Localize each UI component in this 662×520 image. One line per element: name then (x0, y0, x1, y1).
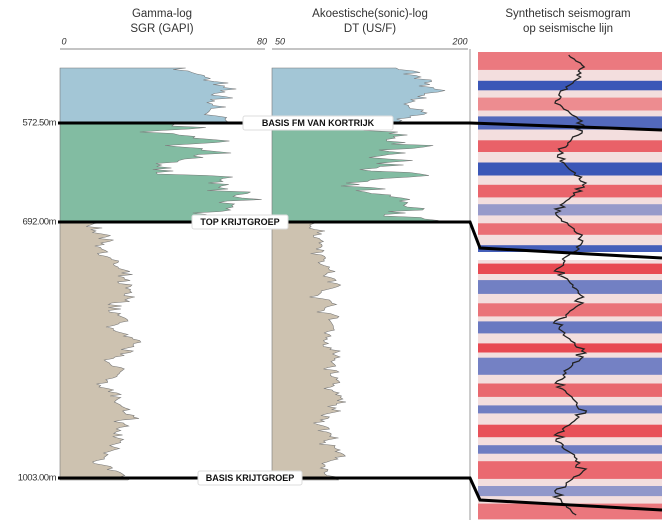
gamma-min: 0 (61, 36, 66, 46)
seismic-band (478, 204, 662, 215)
gamma-max: 80 (257, 36, 267, 46)
seismic-band (478, 358, 662, 375)
seismic-band (478, 52, 662, 70)
log-fill (272, 68, 445, 123)
sonic-unit: DT (US/F) (344, 23, 396, 35)
seismic-band (478, 321, 662, 333)
gamma-title: Gamma-log (132, 8, 192, 20)
log-fill (272, 222, 346, 480)
seismic-title: Synthetisch seismogram (505, 8, 630, 20)
sonic-min: 50 (275, 36, 285, 46)
log-fill (60, 123, 262, 222)
seismic-band (478, 185, 662, 198)
seismic-band (478, 405, 662, 413)
seismic-band (478, 264, 662, 274)
horizon-depth: 572.50m (23, 118, 57, 129)
seismic-band (478, 425, 662, 438)
seismic-band (478, 303, 662, 316)
sonic-max: 200 (451, 36, 467, 46)
figure: Gamma-log SGR (GAPI) 0 80 Akoestische(so… (0, 0, 662, 520)
log-fill (272, 123, 439, 222)
horizon-depth: 692.00m (23, 217, 57, 228)
log-fill (60, 68, 236, 123)
seismic-section (478, 52, 662, 520)
log-fill (60, 222, 141, 480)
seismic-band (478, 486, 662, 496)
horizon-depth: 1003.00m (18, 473, 57, 484)
horizon-label: BASIS FM VAN KORTRIJK (262, 118, 375, 128)
gamma-unit: SGR (GAPI) (130, 23, 193, 35)
horizon-label: BASIS KRIJTGROEP (206, 473, 295, 483)
seismic-band (478, 343, 662, 352)
seismic-subtitle: op seismische lijn (523, 23, 613, 35)
seismic-band (478, 461, 662, 479)
seismic-band (478, 98, 662, 111)
horizon-label: TOP KRIJTGROEP (200, 217, 279, 227)
seismic-band (478, 223, 662, 235)
sonic-title: Akoestische(sonic)-log (312, 8, 428, 20)
